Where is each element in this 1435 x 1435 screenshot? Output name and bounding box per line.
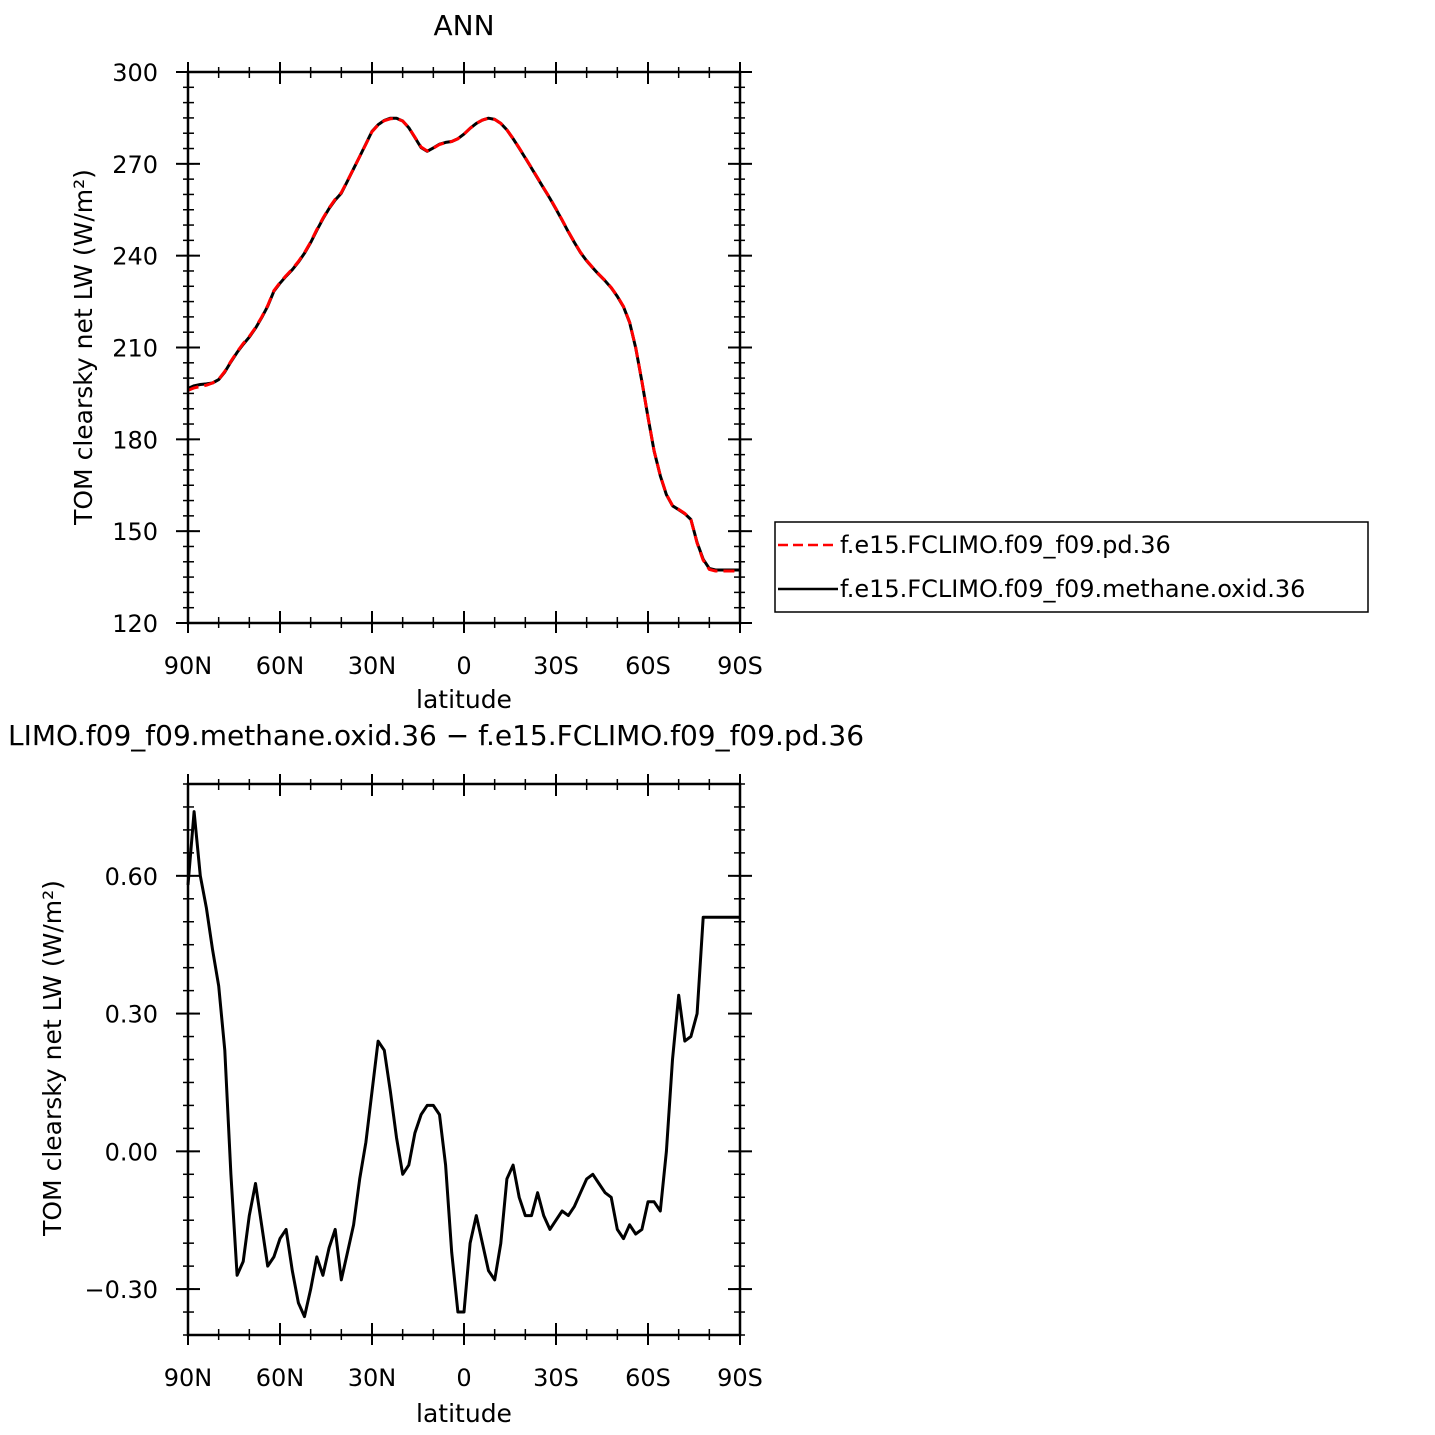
top-ytick-label: 150 [112,518,158,546]
top-chart-axes: 90N 60N 30N 0 30S 60S 90S 120 150 180 210 240 270 300 [112,59,763,680]
bottom-ytick-label: 0.00 [105,1138,158,1166]
bottom-xtick-label: 30S [533,1364,579,1392]
bottom-series-line-1 [186,810,740,1319]
top-chart: ANN TOM clearsky net LW (W/m²) latitude … [69,9,763,714]
bottom-xtick-label: 90S [717,1364,763,1392]
top-xtick-label: 90S [717,652,763,680]
top-ytick-label: 270 [112,151,158,179]
bottom-chart-ylabel: TOM clearsky net LW (W/m²) [38,880,67,1237]
bottom-chart-series [186,810,740,1319]
top-xtick-label: 0 [456,652,471,680]
top-ytick-label: 180 [112,426,158,454]
top-xtick-label: 60S [625,652,671,680]
top-xtick-label: 90N [164,652,213,680]
bottom-chart-xlabel: latitude [416,1399,512,1428]
top-chart-frame [186,70,742,625]
bottom-chart-axes: 90N 60N 30N 0 30S 60S 90S −0.30 0.00 0.30 0.60 [84,774,763,1392]
top-xtick-label: 30N [348,652,397,680]
top-chart-title: ANN [433,9,494,42]
bottom-chart-title: LIMO.f09_f09.methane.oxid.36 − f.e15.FCL… [8,719,864,752]
bottom-ytick-label: 0.30 [105,1001,158,1029]
bottom-chart: LIMO.f09_f09.methane.oxid.36 − f.e15.FCL… [8,719,864,1428]
bottom-xtick-label: 0 [456,1364,471,1392]
bottom-xtick-label: 60S [625,1364,671,1392]
legend-box [774,521,1369,613]
top-series-line-2 [187,116,740,572]
bottom-xtick-label: 30N [348,1364,397,1392]
top-ytick-label: 300 [112,59,158,87]
top-xtick-label: 60N [256,652,305,680]
top-series-line-1 [187,116,740,573]
top-ytick-label: 120 [112,610,158,638]
bottom-ytick-label: 0.60 [105,863,158,891]
bottom-ytick-label: −0.30 [84,1276,158,1304]
legend: f.e15.FCLIMO.f09_f09.pd.36 f.e15.FCLIMO.… [774,521,1369,613]
top-chart-xlabel: latitude [416,685,512,714]
bottom-xtick-label: 90N [164,1364,213,1392]
bottom-xtick-label: 60N [256,1364,305,1392]
top-ytick-label: 210 [112,335,158,363]
top-ytick-label: 240 [112,243,158,271]
legend-label-methane: f.e15.FCLIMO.f09_f09.methane.oxid.36 [840,575,1305,603]
top-chart-ylabel: TOM clearsky net LW (W/m²) [69,169,98,526]
legend-label-pd: f.e15.FCLIMO.f09_f09.pd.36 [840,531,1171,559]
top-xtick-label: 30S [533,652,579,680]
bottom-chart-frame [186,782,742,1337]
top-chart-series [187,116,740,573]
